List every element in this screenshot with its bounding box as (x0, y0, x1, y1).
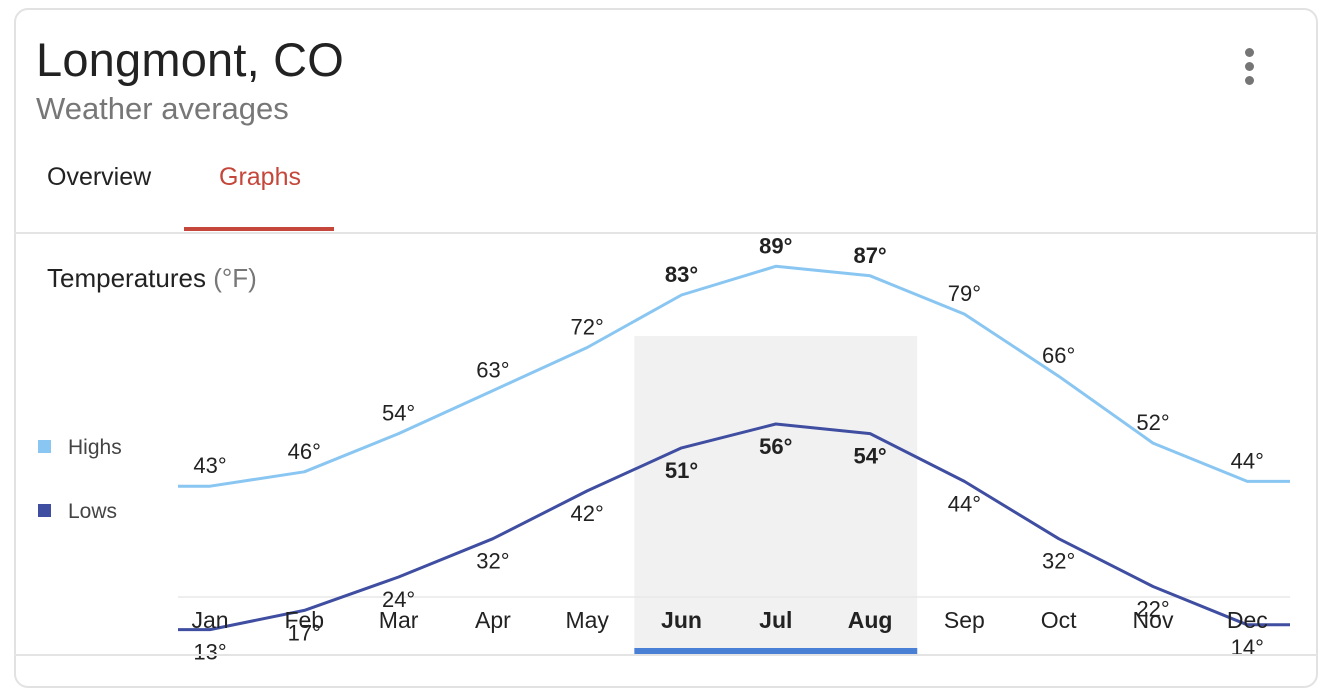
highs-value-label: 79° (948, 281, 981, 306)
lows-value-label: 32° (476, 549, 509, 574)
legend-swatch-lows (38, 503, 51, 517)
tab-divider (14, 232, 1318, 234)
location-subtitle: Weather averages (36, 91, 289, 126)
month-label-jan[interactable]: Jan (191, 607, 228, 633)
lows-value-label: 32° (1042, 549, 1075, 574)
lows-value-label: 14° (1231, 635, 1264, 660)
location-title: Longmont, CO (36, 33, 345, 86)
highs-value-label: 72° (571, 315, 604, 340)
tab-graphs[interactable]: Graphs (219, 163, 301, 191)
highs-value-label: 43° (193, 453, 226, 478)
lows-value-label: 13° (193, 640, 226, 664)
active-tab-indicator (184, 227, 334, 231)
highs-value-label: 87° (853, 243, 886, 268)
lows-value-label: 22° (1136, 597, 1169, 622)
lows-value-label: 51° (665, 458, 698, 483)
highs-series-line (178, 264, 1290, 488)
month-label-apr[interactable]: Apr (475, 607, 511, 633)
highs-value-label: 52° (1136, 410, 1169, 435)
temperature-chart: 43° 13° 46° 17° 54° 24° 63° 32° 72° 42° 83° 51° 89° 5… (178, 233, 1290, 664)
chart-unit: (°F) (213, 263, 257, 293)
highs-value-label: 46° (288, 439, 321, 464)
highs-value-label: 63° (476, 358, 509, 383)
lows-value-label: 44° (948, 491, 981, 516)
month-label-jun[interactable]: Jun (661, 607, 702, 633)
lows-value-label: 54° (853, 444, 886, 469)
highlight-selection-bar[interactable] (634, 648, 918, 654)
month-label-nov[interactable]: Nov (1133, 607, 1174, 633)
month-label-feb[interactable]: Feb (284, 607, 324, 633)
highs-value-label: 66° (1042, 343, 1075, 368)
legend-item-lows: Lows (38, 500, 117, 524)
tab-overview[interactable]: Overview (47, 163, 152, 191)
legend-swatch-highs (38, 439, 51, 453)
highs-value-label: 44° (1231, 448, 1264, 473)
legend-label-lows: Lows (68, 500, 118, 523)
highs-value-label: 89° (759, 233, 792, 258)
month-label-sep[interactable]: Sep (944, 607, 985, 633)
highlight-region (634, 336, 918, 652)
chart-title: Temperatures (°F) (47, 263, 257, 294)
lows-value-label: 17° (288, 620, 321, 645)
month-label-oct[interactable]: Oct (1041, 607, 1077, 633)
month-label-dec[interactable]: Dec (1227, 607, 1268, 633)
lows-value-label: 24° (382, 587, 415, 612)
month-label-jul[interactable]: Jul (759, 607, 792, 633)
more-vert-icon[interactable] (1238, 46, 1262, 88)
highs-value-label: 54° (382, 401, 415, 426)
month-label-aug[interactable]: Aug (848, 607, 893, 633)
lows-value-label: 42° (571, 501, 604, 526)
month-label-may[interactable]: May (565, 607, 609, 633)
chart-title-text: Temperatures (47, 263, 206, 293)
legend-item-highs: Highs (38, 436, 122, 460)
highs-value-label: 83° (665, 262, 698, 287)
month-label-mar[interactable]: Mar (379, 607, 419, 633)
lows-value-label: 56° (759, 434, 792, 459)
legend-label-highs: Highs (68, 436, 122, 459)
lows-series-line (178, 422, 1290, 632)
bottom-divider (14, 654, 1318, 656)
